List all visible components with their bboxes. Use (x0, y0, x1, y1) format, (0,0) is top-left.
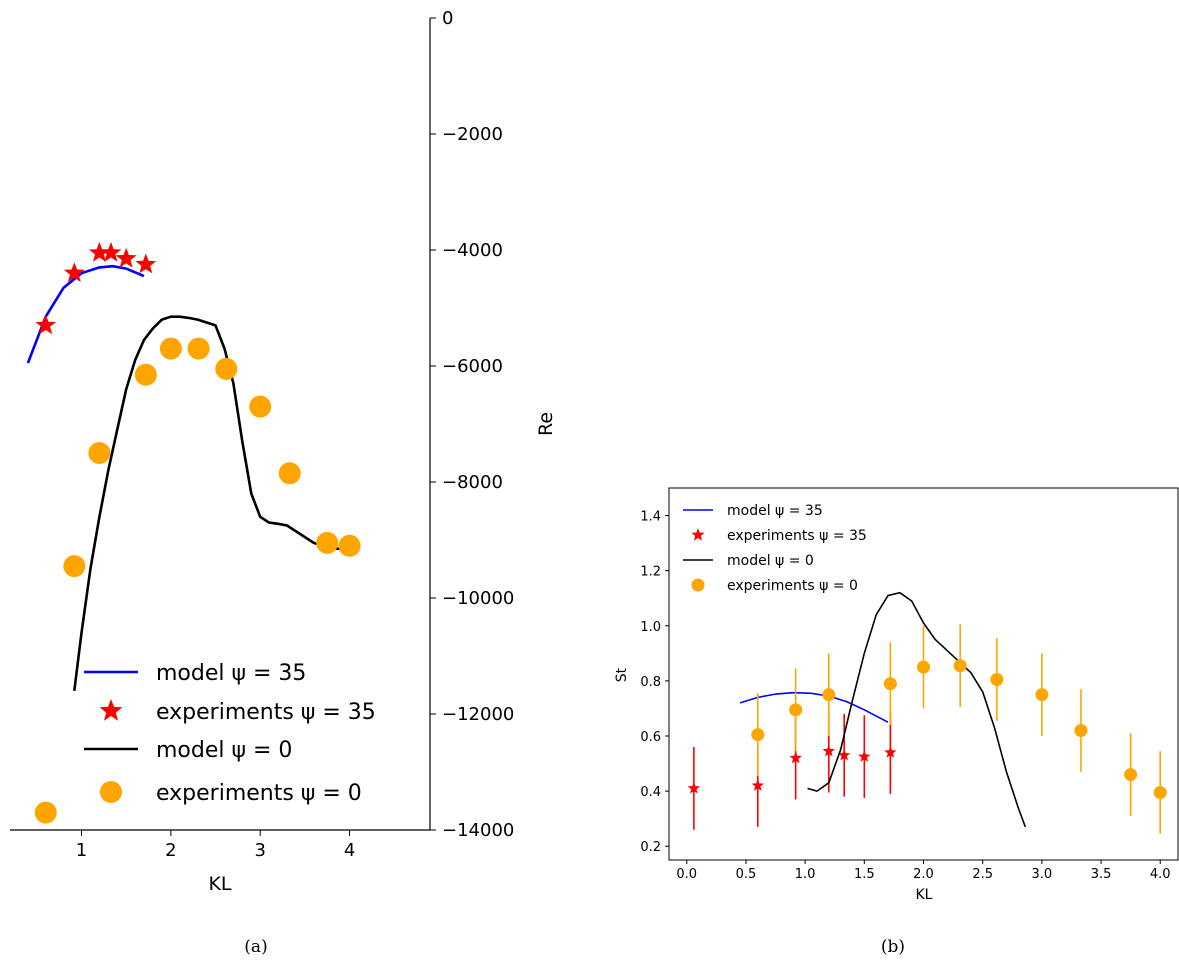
chart-b-star-point (884, 746, 897, 758)
chart-a-circle-point (187, 337, 210, 360)
chart-b-circle-point (953, 659, 967, 673)
chart-a-x-ticks: 1 2 3 4 (76, 830, 355, 861)
chart-b-plot-area (687, 591, 1167, 834)
chart-a-y-tick-label: −2000 (442, 124, 503, 145)
chart-a-star-point (115, 247, 137, 268)
chart-a-circle-point (249, 395, 272, 418)
chart-b-circle-point (1153, 785, 1167, 799)
chart-a-circle-point (278, 462, 301, 485)
chart-b-x-tick-label: 2.0 (913, 867, 934, 882)
chart-a-star-point (63, 262, 85, 283)
chart-b-series-line-2 (807, 591, 1027, 828)
chart-b-circle-point (822, 688, 836, 702)
chart-b-x-tick-label: 3.0 (1032, 867, 1053, 882)
chart-a-legend-star (99, 699, 123, 721)
chart-b-star-point (858, 750, 871, 762)
chart-a-caption: (a) (244, 937, 267, 957)
chart-a-y-tick-label: −12000 (442, 704, 514, 725)
chart-b-y-tick-label: 1.2 (640, 565, 661, 580)
chart-b-x-tick-label: 1.0 (795, 867, 816, 882)
chart-a-y-tick-label: −6000 (442, 356, 503, 377)
chart-b-x-label: KL (916, 887, 933, 903)
chart-b-y-tick-label: 0.6 (640, 730, 661, 745)
chart-a-series-line-2 (73, 315, 350, 691)
chart-b-star-point (822, 744, 835, 757)
chart-b-x-ticks: 0.0 0.5 1.0 1.5 2.0 2.5 3.0 3.5 4.0 (676, 860, 1171, 882)
chart-b-x-tick-label: 1.5 (854, 867, 875, 882)
chart-a-plot-area (26, 241, 361, 824)
chart-a-star-point (100, 241, 122, 262)
chart-a-y-tick-label: 0 (442, 8, 453, 29)
chart-a-legend-label-0: model ψ = 35 (156, 661, 306, 686)
chart-b-x-tick-label: 0.0 (676, 867, 697, 882)
chart-a-y-tick-label: −8000 (442, 472, 503, 493)
chart-b-circle-point (1124, 768, 1138, 782)
chart-a-circle-point (134, 363, 157, 386)
chart-a-y-tick-label: −4000 (442, 240, 503, 261)
chart-a-circle-point (338, 534, 361, 557)
chart-b-legend: model ψ = 35 experiments ψ = 35 model ψ = … (683, 503, 867, 594)
chart-b-star-point (751, 779, 764, 791)
chart-b-circle-point (917, 660, 930, 674)
chart-b-star-point (789, 751, 802, 764)
chart-a-x-tick-label: 4 (344, 840, 355, 861)
chart-a-legend-label-2: model ψ = 0 (156, 738, 292, 763)
chart-a-x-tick-label: 3 (254, 840, 265, 861)
chart-b-y-label: St (614, 667, 630, 682)
chart-a-circle-point (159, 337, 182, 360)
chart-b-circle-point (751, 728, 765, 742)
chart-a-star-point (35, 314, 57, 335)
chart-a-star-point (135, 253, 157, 274)
chart-b-circle-point (1035, 688, 1049, 702)
chart-a-x-label: KL (208, 873, 231, 895)
chart-b-x-tick-label: 0.5 (736, 867, 757, 882)
chart-b-circle-point (789, 703, 803, 717)
chart-b-legend-label-2: model ψ = 0 (727, 553, 814, 569)
chart-a-x-tick-label: 2 (165, 840, 176, 861)
chart-b-legend-label-3: experiments ψ = 0 (727, 578, 858, 594)
chart-b-y-ticks: 0.2 0.4 0.6 0.8 1.0 1.2 1.4 (640, 510, 669, 855)
chart-a-series-line-0 (26, 264, 145, 364)
chart-a-star-point (88, 241, 110, 262)
chart-b-x-tick-label: 3.5 (1091, 867, 1112, 882)
chart-a-circle-point (88, 442, 111, 464)
chart-b-circle-point (990, 673, 1004, 687)
chart-a-y-label: Re (535, 412, 557, 436)
chart-a-legend-label-1: experiments ψ = 35 (156, 700, 376, 725)
chart-b-x-tick-label: 2.5 (972, 867, 993, 882)
chart-b-caption: (b) (881, 937, 905, 957)
chart-b-legend-circle (691, 578, 705, 592)
chart-a-y-tick-label: −14000 (442, 820, 514, 841)
chart-a-y-ticks: 0 −2000 −4000 −6000 −8000 −10000 −12000 −14000 (430, 8, 514, 841)
chart-a-legend-circle (100, 781, 122, 803)
chart-a-circle-point (316, 531, 339, 554)
chart-a-x-tick-label: 1 (76, 840, 87, 861)
chart-b-circle-point (883, 677, 897, 691)
chart-b-y-tick-label: 1.4 (640, 510, 661, 525)
chart-a-circle-point (215, 357, 238, 380)
chart-a: 1 2 3 4 0 −2000 −4000 −6000 −8000 −10000 −12000 −1… (10, 8, 557, 957)
chart-b-star-point (687, 781, 700, 794)
chart-b: 0.0 0.5 1.0 1.5 2.0 2.5 3.0 3.5 4.0 0.2 0.4 0.6 0.8… (614, 487, 1179, 957)
chart-a-y-tick-label: −10000 (442, 588, 514, 609)
chart-b-x-tick-label: 4.0 (1150, 867, 1171, 882)
chart-b-circle-point (1074, 723, 1088, 737)
chart-b-legend-label-1: experiments ψ = 35 (727, 528, 867, 544)
chart-a-legend-label-3: experiments ψ = 0 (156, 781, 362, 806)
chart-a-circle-point (34, 801, 57, 824)
chart-b-y-tick-label: 1.0 (640, 620, 661, 635)
chart-b-y-tick-label: 0.8 (640, 675, 661, 690)
chart-b-series-line-0 (739, 691, 889, 723)
chart-a-legend: model ψ = 35 experiments ψ = 35 model ψ = … (84, 661, 376, 806)
chart-b-star-point (838, 748, 851, 761)
chart-a-circle-point (63, 555, 86, 578)
chart-b-y-tick-label: 0.2 (640, 840, 661, 855)
chart-b-legend-label-0: model ψ = 35 (727, 503, 823, 519)
chart-b-legend-star (691, 528, 705, 541)
chart-b-y-tick-label: 0.4 (640, 785, 661, 800)
